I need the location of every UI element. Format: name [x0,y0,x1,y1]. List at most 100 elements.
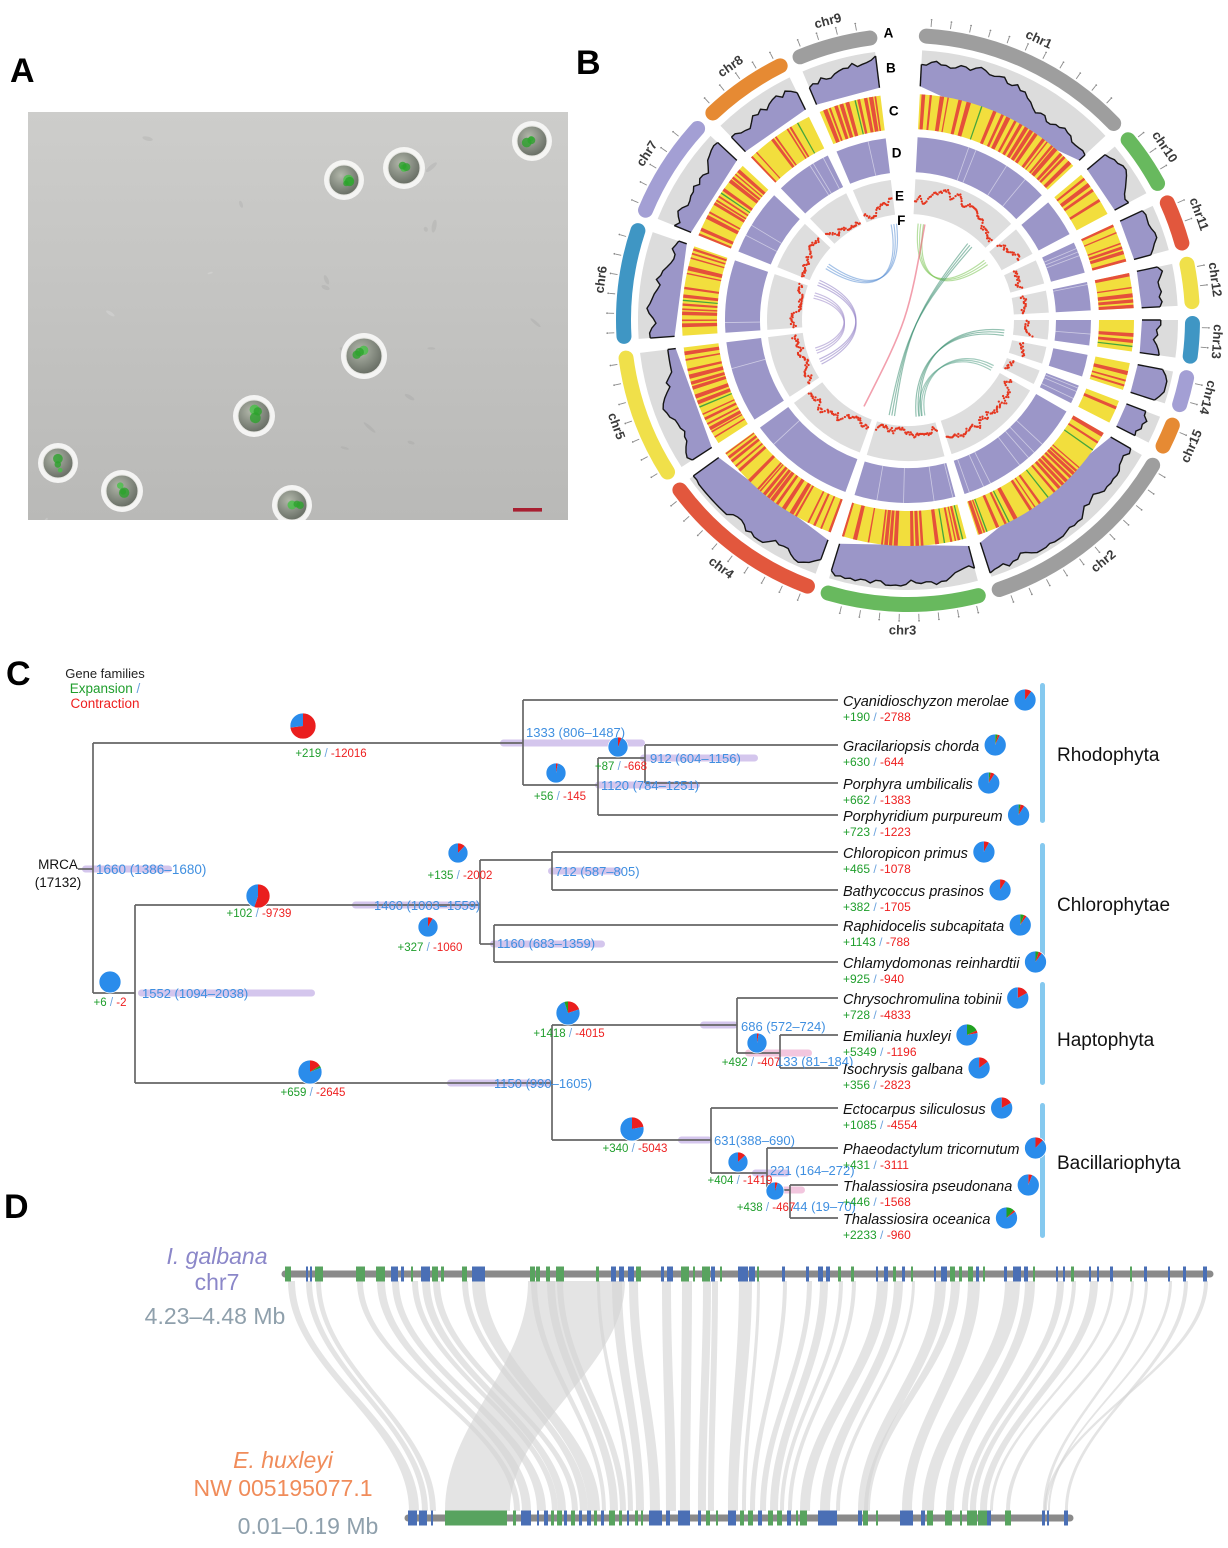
gc-scatter-dot [1003,244,1007,247]
pie-slice [556,763,558,773]
gene-density-edge [692,456,720,477]
heatmap-stripe-green [699,393,732,408]
gc-scatter-dot [946,188,950,192]
gc-scatter-dot [959,195,962,199]
tick-cap [1030,593,1033,596]
gene-block [1056,1266,1058,1282]
group-bar-haptophyta [1040,982,1045,1085]
node-pie [727,1151,749,1173]
gc-scatter-dot [1006,391,1010,394]
gc-scatter-dot [1012,251,1015,254]
gene-density-edge [830,543,841,571]
gene-block [987,1510,991,1526]
tick-cap [711,547,714,550]
node-pie [297,1059,323,1085]
pie-slice [290,713,317,739]
cell [512,121,552,161]
gene-density-edge [1116,425,1136,437]
gene-density-edge [1139,351,1160,356]
gc-scatter-dot [965,427,968,430]
gc-scatter-dot [806,258,810,261]
pie-slice [988,772,995,783]
circos-chromosome-chr10: chr10 [989,128,1181,271]
ideogram-chr7 [638,121,706,218]
tick-cap [734,72,737,75]
pie-slice [995,1207,1018,1230]
gene-block [564,1510,567,1526]
gc-scatter-dot [792,326,795,329]
gene-density-fill [1136,266,1163,308]
heatmap-stripe [725,432,755,455]
gc-scatter-dot [836,416,839,420]
tick-mark [720,85,725,91]
pie-slice [967,1024,977,1035]
gene-block [777,1510,782,1526]
gc-scatter-dot [993,411,996,414]
chromosome-label: chr8 [715,52,746,80]
heatmap-stripe [1044,451,1072,479]
tick-mark [611,273,618,275]
gene-density-line [1104,154,1130,204]
pie-slice [99,971,121,993]
gene-block [411,1266,413,1282]
track-letter-A: A [884,26,894,41]
gc-scatter-dot [1020,347,1023,350]
group-bar-bacillariophyta [1040,1103,1045,1238]
gc-scatter-dot [894,427,898,430]
heatmap-stripe [991,116,1011,150]
node-pie [417,916,439,938]
panel-label-c: C [6,655,31,693]
heatmap-stripe [738,446,767,472]
tick-mark [770,53,774,59]
heatmap-stripe [794,485,815,517]
gene-block [315,1266,323,1282]
gene-block [876,1510,878,1526]
gc-scatter-dot [986,235,989,238]
tick-cap [834,26,837,29]
tick-cap [1190,217,1193,220]
gene-density-fill [731,91,806,152]
tick-mark [797,40,801,47]
synteny-plot [281,1266,1214,1526]
synteny-bottom-species: E. huxleyi [233,1447,333,1473]
gc-scatter-dot [855,415,858,418]
pie-slice [564,1001,568,1013]
gene-block [838,1266,841,1282]
pie-slice [458,843,465,853]
gc-scatter-bg [989,229,1033,271]
gc-scatter-dot [1021,354,1024,358]
synteny-ribbon [980,1281,1098,1511]
pie-slice [568,1001,580,1013]
chlorophyll-spot [120,488,127,495]
repeat-gap [968,454,984,487]
gc-scatter-dot [919,194,922,198]
tick-mark [609,292,616,295]
gene-block [546,1266,550,1282]
expansion-contraction-label: +492 / -407 [722,1057,781,1069]
gene-density-edge [967,545,976,569]
gc-scatter-dot [1016,281,1020,285]
gc-scatter-bg [866,421,945,462]
repeat-track [854,461,956,504]
gc-scatter-dot [797,305,801,309]
pie-slice [254,884,271,909]
gc-scatter-dot [1019,343,1023,347]
tick-mark [1177,199,1184,204]
chromosome-label: chr3 [889,622,917,637]
tick-cap [618,233,621,236]
gene-block [1064,1510,1068,1526]
pie-slice [757,1033,759,1043]
mrca-name: MRCA [38,857,78,872]
repeat-gap [867,141,877,176]
expansion-contraction-legend: Expansion / Contraction [38,681,172,711]
repeat-gap [1053,284,1088,292]
gc-scatter-dot [1017,277,1020,280]
ideogram-chr8 [705,58,788,121]
tick-cap [609,272,612,275]
heatmap-stripe [852,505,865,541]
repeat-gap [812,163,832,194]
gc-scatter-dot [799,298,802,301]
gene-block [557,1510,562,1526]
heatmap-stripe [682,322,718,328]
synteny-ribbon [946,1281,1035,1511]
